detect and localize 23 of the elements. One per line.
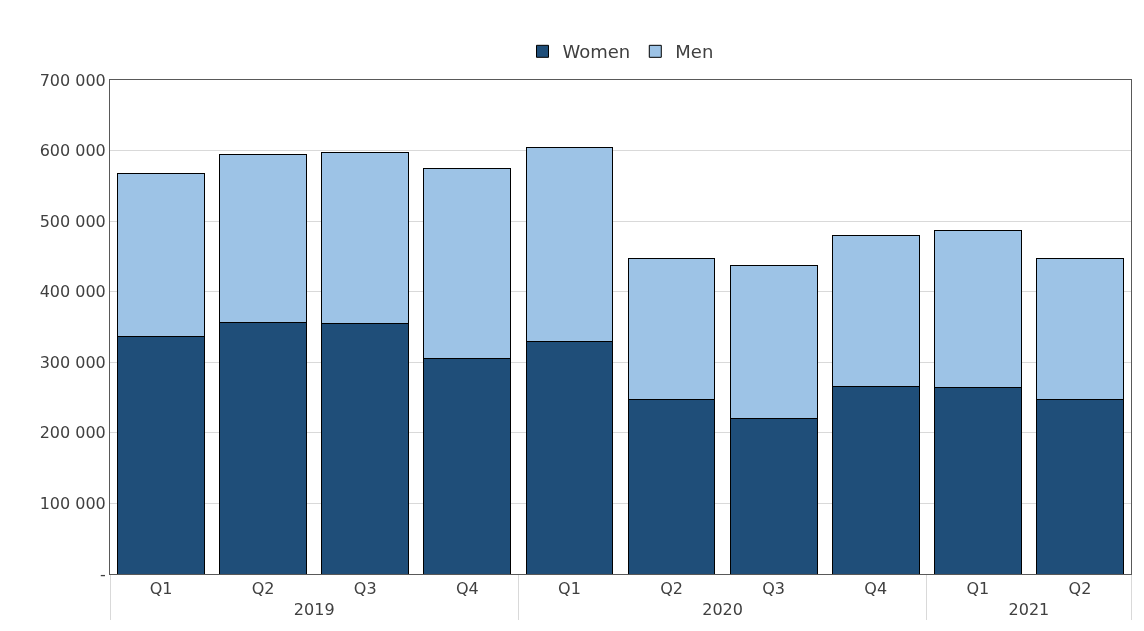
x-tick-label: Q2 (1068, 579, 1092, 599)
x-tick-label: Q4 (455, 579, 479, 599)
x-tick-label: Q3 (762, 579, 786, 599)
x-tick-label: Q4 (864, 579, 888, 599)
y-tick-label: 500 000 (39, 211, 106, 231)
y-tick-label: 700 000 (39, 70, 106, 90)
y-tick-label: 600 000 (39, 141, 106, 161)
x-tick-label: Q2 (660, 579, 683, 599)
legend-label: Women (562, 41, 631, 63)
text: 2021 (1008, 600, 1050, 620)
y-tick-label: 100 000 (39, 494, 106, 514)
x-tick-label: Q1 (966, 579, 990, 599)
x-tick-label: Q3 (353, 579, 377, 599)
text: 2019 (293, 600, 335, 620)
x-tick-label: Q1 (149, 579, 173, 599)
y-tick-label: 400 000 (39, 282, 106, 302)
legend-label: Men (675, 41, 714, 63)
x-tick-label: Q2 (251, 579, 275, 599)
y-tick-label: - (100, 564, 106, 584)
y-tick-label: 200 000 (39, 423, 106, 443)
x-tick-label: Q1 (558, 579, 581, 599)
text: 2020 (702, 600, 743, 620)
y-tick-label: 300 000 (39, 352, 106, 372)
